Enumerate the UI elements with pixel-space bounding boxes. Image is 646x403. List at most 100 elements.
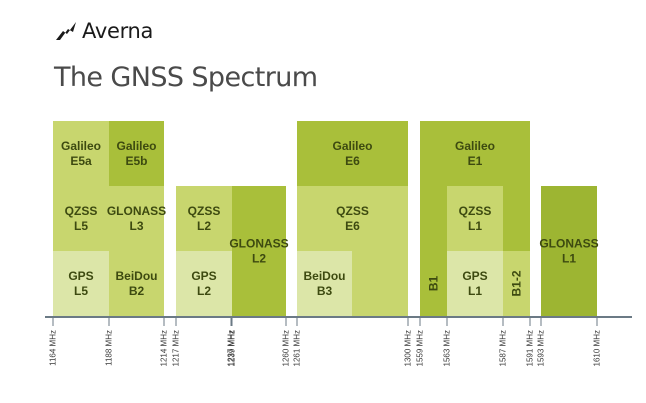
band-label: L3 <box>129 219 143 233</box>
band-block-rect <box>447 251 503 316</box>
band-label: QZSS <box>188 204 221 218</box>
tick-label: 1261 MHz <box>293 330 302 366</box>
tick-label: 1559 MHz <box>416 330 425 366</box>
brand-name: Averna <box>82 19 154 43</box>
page-title: The GNSS Spectrum <box>54 62 318 93</box>
band-label: Galileo <box>332 139 372 153</box>
brand-logo: Averna <box>54 16 153 46</box>
band-label: L2 <box>197 219 211 233</box>
tick-1587: 1587 MHz <box>499 318 508 366</box>
band-block-b1-2: B1-2 <box>503 251 530 316</box>
band-label: E6 <box>345 219 360 233</box>
tick-1610: 1610 MHz <box>593 318 602 366</box>
band-block-rect <box>297 186 408 251</box>
band-block-rect <box>420 121 530 186</box>
tick-label: 1164 MHz <box>49 330 58 366</box>
band-block-rect <box>53 251 109 316</box>
band-label: QZSS <box>336 204 369 218</box>
band-label: E5a <box>70 154 92 168</box>
band-block-filler <box>420 186 447 251</box>
band-block-rect <box>53 186 109 251</box>
frequency-ticks: 1164 MHz 1188 MHz 1214 MHz 1217 MHz 1237 MHz… <box>49 318 602 366</box>
band-block-rect <box>420 251 447 316</box>
tick-1300: 1300 MHz <box>404 318 413 366</box>
averna-arrow-logo-icon <box>56 22 76 40</box>
band-block-filler <box>352 251 408 316</box>
tick-1260: 1260 MHz <box>282 318 291 366</box>
tick-label: 1593 MHz <box>537 330 546 366</box>
band-label: E5b <box>125 154 147 168</box>
band-label: Galileo <box>455 139 495 153</box>
tick-1261: 1261 MHz <box>293 318 302 366</box>
band-block-rect <box>53 121 109 186</box>
band-label: B2 <box>129 284 145 298</box>
tick-label: 1610 MHz <box>593 330 602 366</box>
tick-1188: 1188 MHz <box>105 318 114 366</box>
tick-1563: 1563 MHz <box>443 318 452 366</box>
band-label: E6 <box>345 154 360 168</box>
band-block-filler <box>503 186 530 251</box>
band-block-rect <box>541 186 597 316</box>
band-label: B1-2 <box>510 270 524 296</box>
band-label: GLONASS <box>229 237 288 251</box>
band-label: GPS <box>462 269 487 283</box>
band-label: B3 <box>317 284 333 298</box>
tick-1164: 1164 MHz <box>49 318 58 366</box>
band-label: BeiDou <box>116 269 158 283</box>
tick-label: 1188 MHz <box>105 330 114 366</box>
tick-1591: 1591 MHz <box>526 318 535 366</box>
band-block-rect <box>109 121 164 186</box>
tick-label: 1300 MHz <box>404 330 413 366</box>
tick-label: 1587 MHz <box>499 330 508 366</box>
band-label: QZSS <box>459 204 492 218</box>
band-block-rect <box>232 186 286 316</box>
band-label: Galileo <box>116 139 156 153</box>
tick-1559: 1559 MHz <box>416 318 425 366</box>
band-block-rect <box>297 121 408 186</box>
band-label: GLONASS <box>107 204 166 218</box>
tick-1237: 1237 MHz <box>227 318 236 366</box>
tick-label: 1563 MHz <box>443 330 452 366</box>
band-block-rect <box>176 251 232 316</box>
tick-1593: 1593 MHz <box>537 318 546 366</box>
band-block-rect <box>503 186 530 251</box>
band-label: L5 <box>74 219 88 233</box>
tick-1239: 1239 MHz <box>228 318 237 366</box>
tick-label: 1214 MHz <box>160 330 169 366</box>
band-label: BeiDou <box>304 269 346 283</box>
band-block-b1: B1 <box>420 251 447 316</box>
band-label: B1 <box>427 276 441 292</box>
tick-label: 1591 MHz <box>526 330 535 366</box>
band-label: E1 <box>468 154 483 168</box>
band-block-rect <box>109 186 164 251</box>
band-block-rect <box>352 251 408 316</box>
band-block-rect <box>503 251 530 316</box>
band-label: GPS <box>191 269 216 283</box>
frequency-blocks: GalileoE5aGalileoE5bQZSSL5GLONASSL3GPSL5… <box>53 121 599 316</box>
band-label: L2 <box>197 284 211 298</box>
band-label: Galileo <box>61 139 101 153</box>
band-block-rect <box>420 186 447 251</box>
tick-label: 1217 MHz <box>172 330 181 366</box>
band-label: L1 <box>468 284 482 298</box>
band-label: L1 <box>562 252 576 266</box>
tick-label: 1260 MHz <box>282 330 291 366</box>
band-block-rect <box>447 186 503 251</box>
band-block-rect <box>109 251 164 316</box>
band-block-rect <box>176 186 232 251</box>
band-label: GPS <box>68 269 93 283</box>
